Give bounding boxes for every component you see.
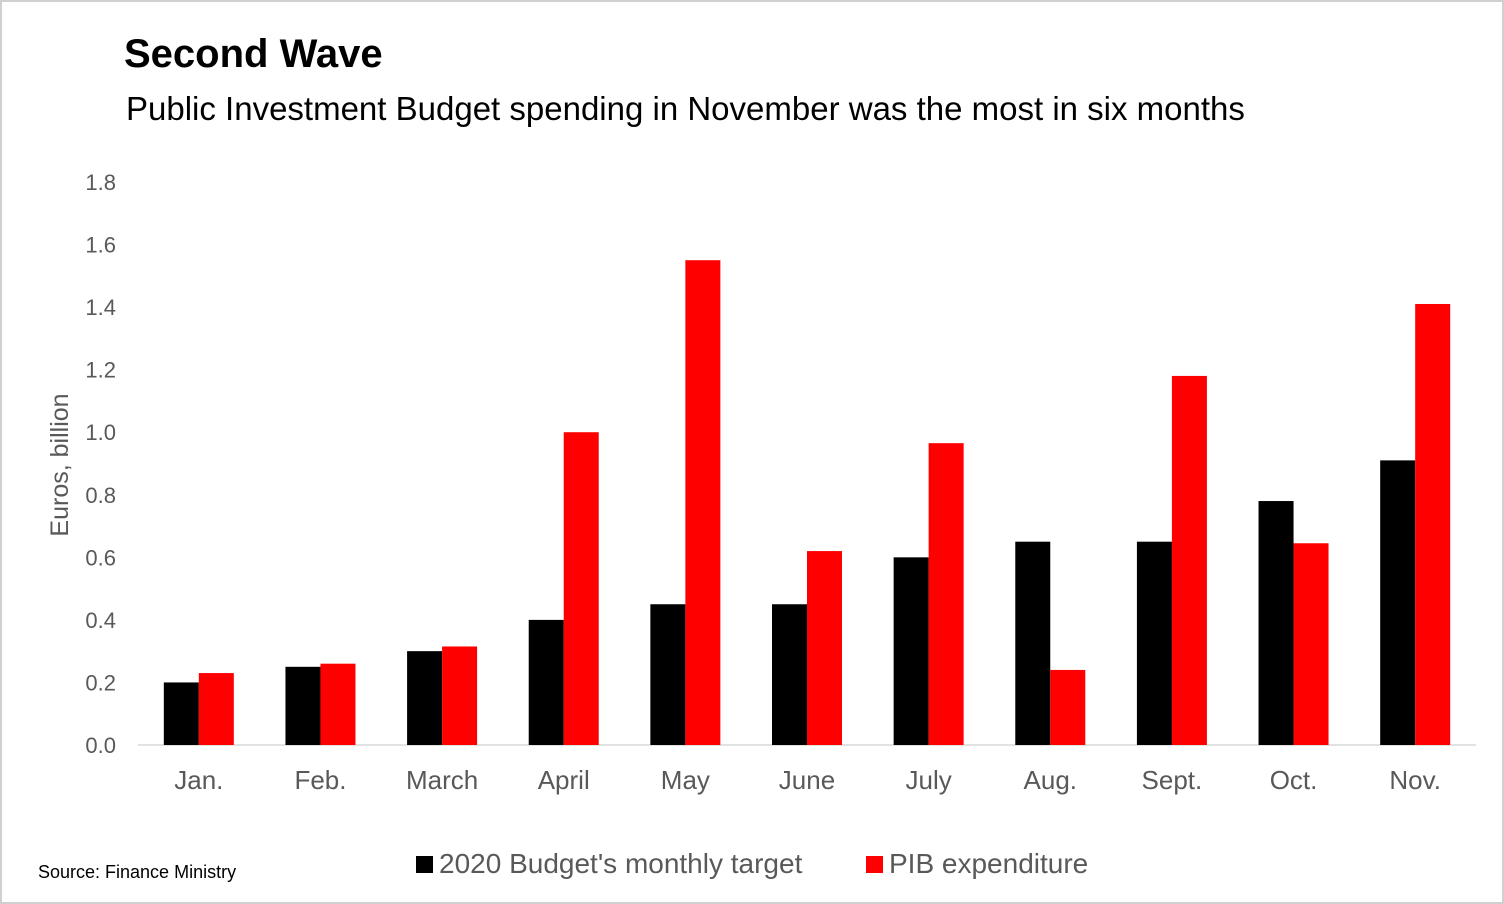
- y-tick-label: 1.0: [85, 420, 116, 445]
- y-axis-label: Euros, billion: [46, 393, 74, 536]
- bar-expenditure-7: [1050, 669, 1086, 745]
- x-tick-label: Jan.: [174, 765, 223, 795]
- y-tick-label: 0.2: [85, 670, 116, 695]
- bar-target-0: [163, 682, 199, 745]
- y-tick-label: 1.2: [85, 358, 116, 383]
- y-tick-label: 0.0: [85, 733, 116, 758]
- legend-label-expenditure: PIB expenditure: [889, 848, 1089, 879]
- bar-target-8: [1136, 541, 1172, 745]
- legend-swatch-target: [416, 855, 433, 873]
- bar-expenditure-8: [1171, 375, 1207, 745]
- bar-target-6: [893, 557, 929, 745]
- bar-expenditure-6: [928, 443, 964, 745]
- bar-expenditure-2: [442, 646, 478, 745]
- bar-expenditure-10: [1415, 303, 1451, 745]
- bar-target-5: [772, 604, 807, 745]
- legend-item-target: 2020 Budget's monthly target: [416, 848, 802, 880]
- bar-expenditure-9: [1293, 543, 1329, 745]
- bar-target-3: [528, 619, 564, 745]
- y-tick-label: 0.6: [85, 545, 116, 570]
- legend: 2020 Budget's monthly target PIB expendi…: [0, 848, 1504, 888]
- bar-target-2: [407, 651, 443, 745]
- y-tick-label: 1.6: [85, 233, 116, 258]
- y-axis-ticks: 0.0 0.2 0.4 0.6 0.8 1.0 1.2 1.4 1.6 1.8: [85, 170, 116, 758]
- bar-target-4: [650, 604, 686, 745]
- bars: [163, 260, 1451, 745]
- bar-target-10: [1380, 460, 1416, 745]
- x-tick-label: June: [779, 765, 835, 795]
- legend-label-target: 2020 Budget's monthly target: [439, 848, 803, 879]
- x-tick-label: May: [661, 765, 710, 795]
- y-tick-label: 0.4: [85, 608, 116, 633]
- bar-target-7: [1015, 541, 1051, 745]
- bar-target-9: [1258, 501, 1294, 745]
- chart-subtitle: Public Investment Budget spending in Nov…: [126, 90, 1245, 127]
- y-tick-label: 0.8: [85, 483, 116, 508]
- legend-swatch-expenditure: [866, 855, 883, 873]
- x-tick-label: July: [906, 765, 952, 795]
- y-tick-label: 1.8: [85, 170, 116, 195]
- bar-expenditure-5: [807, 551, 842, 745]
- bar-expenditure-3: [563, 432, 599, 745]
- bar-expenditure-0: [198, 673, 234, 745]
- x-tick-label: March: [406, 765, 478, 795]
- legend-item-expenditure: PIB expenditure: [866, 848, 1088, 880]
- chart-title: Second Wave: [124, 32, 383, 76]
- x-tick-label: Oct.: [1270, 765, 1318, 795]
- y-tick-label: 1.4: [85, 295, 116, 320]
- x-tick-label: Nov.: [1389, 765, 1441, 795]
- x-tick-label: April: [538, 765, 590, 795]
- bar-expenditure-4: [685, 260, 721, 745]
- x-tick-label: Sept.: [1142, 765, 1203, 795]
- x-axis-ticks: Jan. Feb. March April May June July Aug. Sept. Oc…: [174, 765, 1441, 795]
- x-tick-label: Aug.: [1024, 765, 1078, 795]
- x-tick-label: Feb.: [294, 765, 346, 795]
- bar-expenditure-1: [320, 663, 356, 745]
- source-note: Source: Finance Ministry: [38, 862, 237, 882]
- bar-target-1: [285, 666, 321, 745]
